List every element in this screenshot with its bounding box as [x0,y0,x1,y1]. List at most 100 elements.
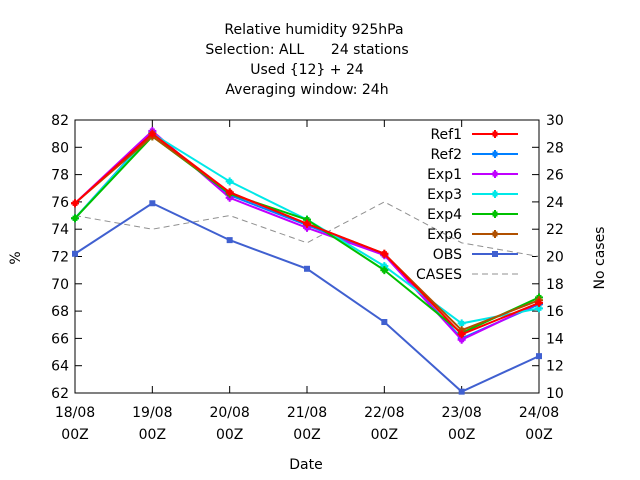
legend-item-ref2: Ref2 [430,147,518,163]
data-point [535,298,543,307]
x-tick-label-line: 00Z [139,427,166,443]
y-tick-label: 70 [51,277,69,293]
legend-item-cases: CASES [416,267,518,283]
series-line [74,130,540,340]
point-marker [457,319,466,328]
point-marker [226,237,233,244]
y-tick-label: 74 [51,222,69,238]
marker-core [304,225,310,231]
legend-label: Ref2 [430,147,462,163]
title-line-2: Selection: ALL 24 stations [205,42,408,58]
point-marker [225,188,234,197]
x-tick-label-line: 22/08 [364,405,404,421]
series-ref2 [71,128,543,343]
marker-core [459,320,465,326]
legend-item-obs: OBS [433,247,518,263]
legend-label: OBS [433,247,462,263]
data-point [149,200,156,207]
point-marker [535,298,543,307]
x-tick-label: 23/08 00Z [441,405,481,443]
x-tick-label-line: 21/08 [287,405,327,421]
x-tick-label-line: 18/08 [55,405,95,421]
data-point [380,266,389,275]
x-tick-label: 24/08 00Z [519,405,559,443]
series-layer [71,126,543,395]
x-tick-label: 21/08 00Z [287,405,327,443]
marker-core [227,189,233,195]
x-tick-label-line: 24/08 [519,405,559,421]
series-obs [72,200,542,395]
y-tick-label: 82 [51,113,69,129]
y-tick-label: 66 [51,331,69,347]
x-tick-label: 20/08 00Z [209,405,249,443]
point-marker [303,219,311,228]
point-marker [381,319,388,326]
legend-item-exp6: Exp6 [427,227,518,243]
y-tick-label: 62 [51,386,69,402]
marker-core [492,151,498,157]
legend-item-exp4: Exp4 [427,207,518,223]
marker-core [492,211,498,217]
marker-core [459,327,465,333]
legend-item-exp1: Exp1 [427,167,518,183]
x-tick-label-line: 23/08 [441,405,481,421]
y2-tick-label: 16 [546,304,564,320]
legend-label: Exp1 [427,167,462,183]
point-marker [491,190,499,198]
series-line [74,135,540,332]
point-marker [71,199,79,208]
data-point [72,250,78,257]
marker-core [72,200,78,206]
legend-label: Exp4 [427,207,462,223]
x-tick-label: 18/08 00Z [55,405,95,443]
y-tick-label: 64 [51,359,69,375]
data-point [457,330,466,339]
data-point [71,214,79,223]
y-tick-label: 78 [51,168,69,184]
point-marker [536,353,542,360]
data-point [148,129,157,138]
x-tick-label-line: 00Z [525,427,552,443]
marker-core [536,305,542,311]
y2-tick-label: 26 [546,168,564,184]
x-tick-label-line: 00Z [371,427,398,443]
marker-core [492,171,498,177]
series-ref1 [71,129,543,339]
point-marker [491,230,499,238]
point-marker [491,150,499,158]
x-tick-label-line: 00Z [61,427,88,443]
data-point [225,188,234,197]
marker-core [381,263,387,269]
marker-core [459,337,465,343]
legend: Ref1 Ref2 Exp1 Exp3 Exp4 Exp6 OBS CASES [416,127,518,283]
x-tick-label-line: 19/08 [132,405,172,421]
series-cases [74,201,540,257]
data-point [304,265,310,272]
y2-tick-label: 18 [546,277,564,293]
data-point [303,219,311,228]
marker-core [381,267,387,273]
y2-axis-label: No cases [592,227,608,290]
marker-core [227,195,233,201]
data-point [380,249,389,258]
y2-tick-label: 30 [546,113,564,129]
marker-core [149,131,155,137]
point-marker [491,130,499,138]
legend-label: Ref1 [430,127,462,143]
y2-tick-label: 12 [546,359,564,375]
x-axis-label: Date [289,457,322,473]
marker-core [381,251,387,257]
point-marker [148,129,157,138]
legend-label: Exp3 [427,187,462,203]
axes: 62 64 66 68 70 72 74 76 78 80 82 10 12 14 16 18 20 22 24 26… [51,113,564,443]
marker-core [536,300,542,306]
x-tick-label: 22/08 00Z [364,405,404,443]
point-marker [225,177,234,186]
legend-label: CASES [416,267,462,283]
x-tick-label-line: 00Z [293,427,320,443]
y2-tick-label: 22 [546,222,564,238]
marker-core [72,215,78,221]
legend-label: Exp6 [427,227,462,243]
chart-title: Relative humidity 925hPa Selection: ALL … [205,22,408,98]
data-point [458,388,465,395]
